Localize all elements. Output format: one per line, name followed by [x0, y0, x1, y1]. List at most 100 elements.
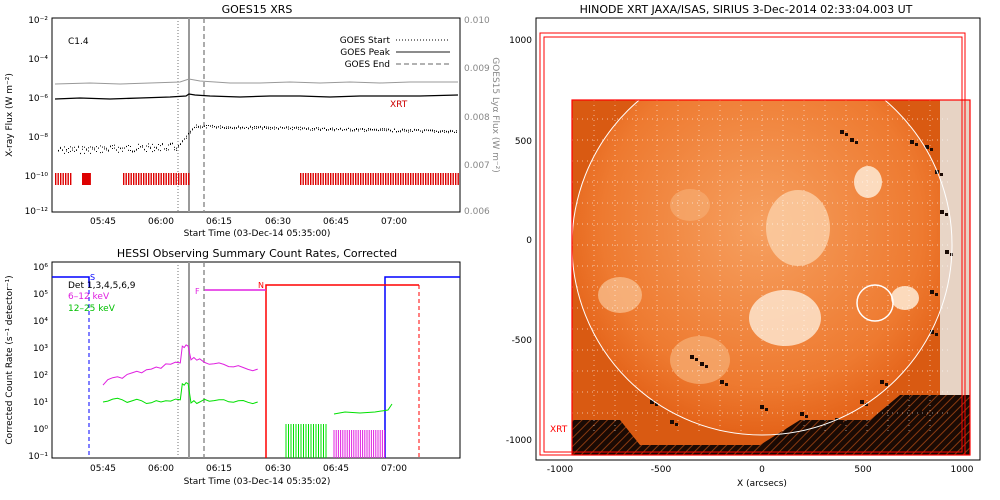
goes-short-point: [314, 129, 315, 131]
xrt-dark-pixel: [690, 355, 694, 359]
hessi-night-data: [285, 403, 393, 458]
goes-short-point: [374, 129, 375, 131]
goes-short-point: [174, 149, 175, 151]
goes-short-point: [96, 146, 97, 148]
goes-short-point: [402, 129, 403, 131]
goes-xrt-coverage-tick: [305, 173, 307, 185]
goes-xrt-coverage-tick: [455, 173, 457, 185]
goes-short-point: [368, 129, 369, 131]
goes-short-point: [440, 131, 441, 133]
xrt-bright-region: [670, 336, 730, 384]
goes-short-point: [332, 127, 333, 129]
goes-short-point: [412, 131, 413, 132]
goes-short-point: [430, 129, 431, 131]
goes-short-point: [106, 147, 107, 149]
goes-short-point: [112, 145, 113, 147]
goes-short-point: [218, 126, 219, 128]
goes-right-ylabel: GOES15 Lyα Flux (W m⁻²): [490, 57, 500, 173]
goes-xrt-coverage-tick: [180, 173, 182, 185]
xrt-dark-pixel: [840, 421, 843, 424]
goes-short-point: [58, 149, 59, 151]
goes-short-point: [128, 149, 129, 151]
goes-short-point: [322, 128, 323, 130]
hessi-title: HESSI Observing Summary Count Rates, Cor…: [117, 247, 397, 260]
goes-short-point: [388, 128, 389, 130]
goes-xrt-coverage-tick: [125, 173, 127, 185]
goes-short-point: [410, 129, 411, 131]
goes-short-point: [188, 132, 189, 134]
goes-xrt-coverage-tick: [445, 173, 447, 185]
goes-short-point: [404, 128, 405, 130]
goes-xrt-coverage-tick: [422, 173, 424, 185]
goes-short-point: [154, 150, 155, 152]
goes-short-point: [152, 151, 153, 153]
goes-short-point: [72, 149, 73, 151]
goes-short-point: [88, 147, 89, 149]
xrt-dark-pixel: [670, 420, 674, 424]
goes-xtick-label: 06:15: [206, 217, 232, 227]
hessi-ytick-label: 10⁻¹: [28, 452, 48, 462]
goes-xrt-coverage-tick: [395, 173, 397, 185]
goes-short-point: [406, 130, 407, 132]
xrt-image: [572, 100, 970, 455]
goes-short-point: [132, 150, 133, 152]
goes-xrt-coverage-tick: [148, 173, 150, 185]
goes-short-point: [236, 127, 237, 129]
goes-short-point: [430, 130, 431, 132]
goes-short-point: [264, 126, 265, 127]
goes-short-point: [138, 143, 139, 145]
goes-short-point: [268, 126, 269, 128]
goes-xrt-coverage: [55, 173, 459, 185]
goes-short-point: [156, 146, 157, 148]
xrt-bright-region: [766, 190, 830, 266]
goes-short-point: [284, 127, 285, 129]
goes-panel: GOES15 XRS 10⁻² 10⁻⁴ 10⁻⁶ 10⁻⁸ 10⁻¹⁰ 10⁻…: [5, 3, 500, 239]
goes-xrt-coverage-tick: [440, 173, 442, 185]
goes-short-point: [382, 128, 383, 130]
goes-xrt-coverage-tick: [332, 173, 334, 185]
goes-short-point: [182, 141, 183, 143]
goes-short-point: [76, 149, 77, 151]
goes-ytick-label: 10⁻⁸: [28, 133, 48, 143]
goes-short-point: [102, 146, 103, 148]
goes-xrt-coverage-tick: [55, 173, 57, 185]
goes-short-point: [238, 125, 239, 127]
goes-xrt-coverage-tick: [425, 173, 427, 185]
goes-short-point: [140, 146, 141, 148]
goes-short-point: [198, 125, 199, 127]
goes-xrt-coverage-tick: [380, 173, 382, 185]
goes-xrt-coverage-tick: [420, 173, 422, 185]
goes-xrt-coverage-tick: [185, 173, 187, 185]
goes-short-point: [288, 126, 289, 128]
goes-short-point: [82, 146, 83, 148]
goes-short-point: [434, 130, 435, 132]
goes-short-point: [174, 146, 175, 148]
goes-short-point: [256, 127, 257, 129]
goes-short-point: [408, 129, 409, 131]
goes-short-point: [418, 129, 419, 131]
goes-short-point: [422, 131, 423, 133]
hessi-xtick-label: 07:00: [381, 464, 407, 474]
goes-short-point: [238, 126, 239, 128]
goes-short-point: [282, 127, 283, 128]
xrt-dark-pixel: [930, 330, 934, 334]
goes-xrt-coverage-tick: [377, 173, 379, 185]
goes-short-point: [336, 128, 337, 130]
goes-short-point: [376, 128, 377, 130]
goes-short-point: [114, 144, 115, 146]
goes-xrt-coverage-tick: [430, 173, 432, 185]
goes-short-point: [198, 126, 199, 128]
goes-short-point: [92, 148, 93, 150]
goes-short-series: [58, 124, 457, 155]
xrt-xtick-label: -1000: [547, 465, 573, 475]
hessi-marker-s: S: [90, 273, 95, 282]
goes-short-point: [150, 146, 151, 148]
goes-short-point: [446, 130, 447, 132]
goes-short-point: [254, 126, 255, 128]
goes-short-point: [432, 129, 433, 131]
xrt-dark-pixel: [845, 133, 848, 136]
goes-short-point: [358, 128, 359, 130]
xrt-dark-pixel: [850, 138, 854, 142]
xrt-title: HINODE XRT JAXA/ISAS, SIRIUS 3-Dec-2014 …: [580, 3, 913, 16]
goes-short-point: [306, 128, 307, 130]
